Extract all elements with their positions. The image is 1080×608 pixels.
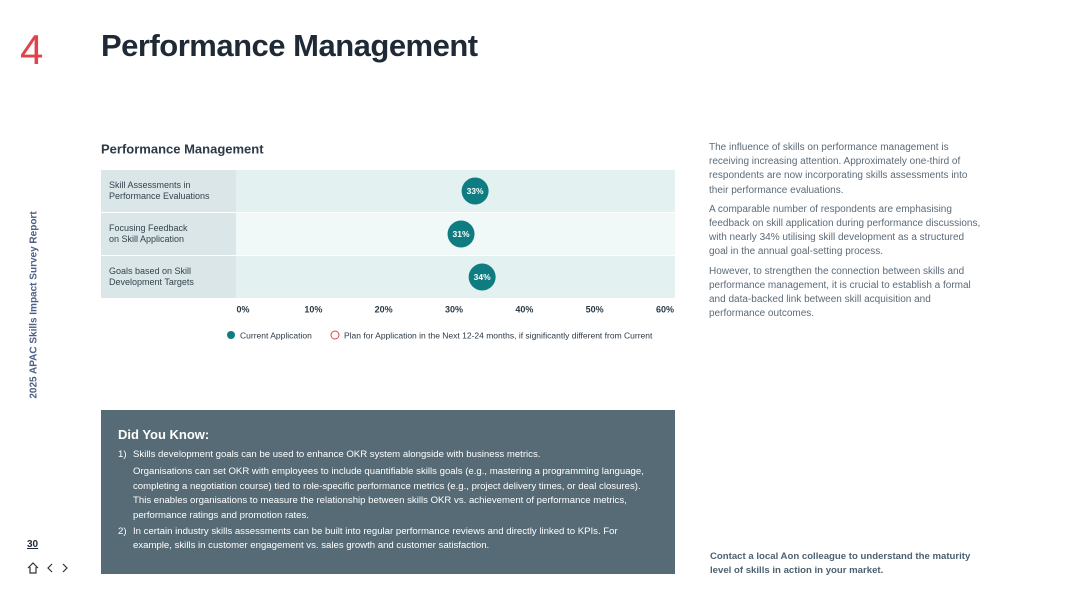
- row-background: [236, 256, 675, 298]
- section-number: 4: [20, 26, 44, 73]
- category-label: Skill Assessments in Performance Evaluati…: [109, 180, 210, 201]
- dot: [461, 177, 489, 205]
- nav-icons[interactable]: [26, 561, 70, 575]
- item-content: In certain industry skills assessments c…: [133, 525, 658, 554]
- paragraph: A comparable number of respondents are e…: [709, 203, 981, 258]
- x-tick-label: 10%: [304, 304, 322, 314]
- legend-label: Current Application: [240, 330, 312, 340]
- chart-title: Performance Management: [101, 141, 264, 156]
- box-title: Did You Know:: [118, 427, 210, 442]
- legend-marker: [330, 330, 340, 340]
- did-you-know-box: Did You Know: 1) Skills development goals…: [101, 410, 675, 574]
- paragraph: However, to strengthen the connection be…: [709, 265, 971, 320]
- x-tick-label: 60%: [656, 304, 674, 314]
- list-item: 1) Skills development goals can be used t…: [118, 448, 658, 523]
- legend-label: Plan for Application in the Next 12-24 m…: [344, 330, 653, 340]
- x-tick-label: 50%: [586, 304, 604, 314]
- item-body: Organisations can set OKR with employees…: [133, 466, 644, 521]
- item-heading: In certain industry skills assessments c…: [133, 526, 618, 552]
- item-number: 2): [118, 526, 127, 538]
- item-content: Skills development goals can be used to …: [133, 448, 658, 523]
- value-label: 33%: [467, 186, 484, 196]
- list-item: 2) In certain industry skills assessments…: [118, 525, 658, 554]
- commentary: The influence of skills on performance m…: [709, 141, 981, 326]
- chart: Performance Management Skill Assessments…: [101, 141, 675, 340]
- contact-note: Contact a local Aon colleague to underst…: [710, 551, 971, 577]
- dot: [447, 220, 475, 248]
- dot: [468, 263, 496, 291]
- x-tick-label: 40%: [515, 304, 533, 314]
- value-label: 34%: [474, 272, 491, 282]
- row-background: [236, 170, 675, 212]
- item-number: 1): [118, 449, 127, 460]
- page-number: 30: [27, 539, 39, 550]
- page-title: Performance Management: [101, 28, 478, 63]
- paragraph: The influence of skills on performance m…: [709, 142, 968, 196]
- label-background: [101, 170, 236, 212]
- category-label: Goals based on Skill Development Targets: [109, 266, 194, 287]
- category-label: Focusing Feedback on Skill Application: [109, 223, 188, 244]
- legend-marker: [227, 331, 235, 339]
- value-label: 31%: [453, 229, 470, 239]
- x-tick-label: 0%: [236, 304, 249, 314]
- x-tick-label: 20%: [375, 304, 393, 314]
- x-tick-label: 30%: [445, 304, 463, 314]
- label-background: [101, 213, 236, 255]
- item-heading: Skills development goals can be used to …: [133, 449, 541, 460]
- label-background: [101, 256, 236, 298]
